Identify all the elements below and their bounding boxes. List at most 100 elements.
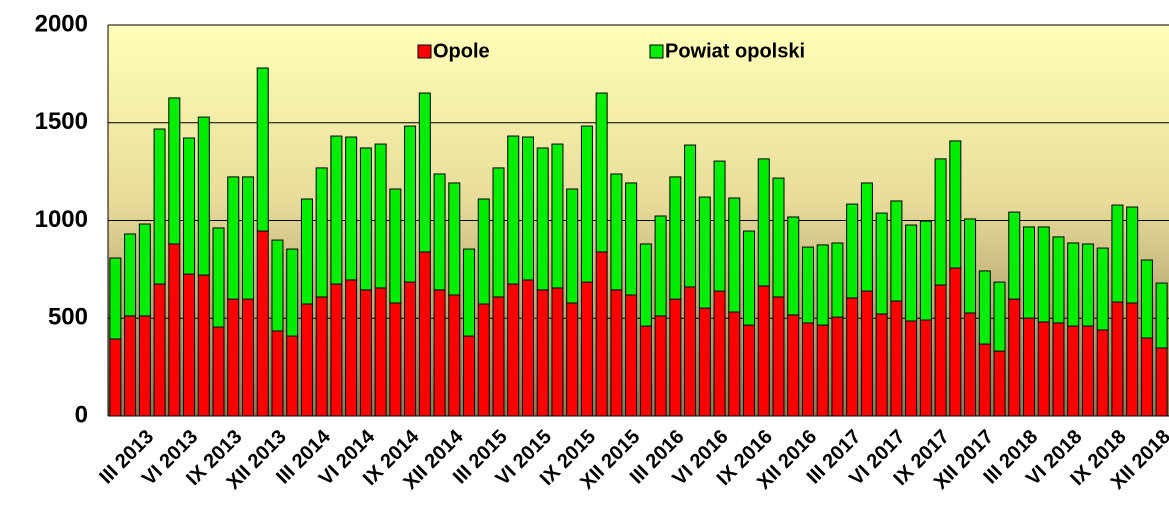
- y-tick-label: 1500: [35, 108, 88, 135]
- bar-segment: [1067, 325, 1080, 417]
- bar-segment: [404, 281, 417, 417]
- bar-segment: [153, 283, 166, 417]
- bar-segment: [757, 158, 770, 287]
- bar-segment: [271, 239, 284, 332]
- bar-segment: [492, 167, 505, 298]
- bar-segment: [463, 248, 476, 337]
- bar-segment: [949, 267, 962, 417]
- bar-segment: [1140, 337, 1153, 417]
- bar-segment: [919, 319, 932, 417]
- bar-segment: [374, 287, 387, 417]
- bar-segment: [639, 243, 652, 327]
- bar-segment: [595, 251, 608, 417]
- bar-segment: [772, 296, 785, 417]
- bar-segment: [124, 315, 137, 417]
- bar-segment: [551, 143, 564, 289]
- bar-segment: [978, 343, 991, 417]
- bar-segment: [1111, 204, 1124, 303]
- y-tick-label: 2000: [35, 10, 88, 37]
- bar-segment: [1023, 317, 1036, 417]
- bar-segment: [801, 322, 814, 417]
- bar-segment: [1008, 298, 1021, 417]
- bar-segment: [374, 143, 387, 289]
- bar-segment: [124, 233, 137, 317]
- bar-segment: [625, 294, 638, 417]
- bar-segment: [728, 197, 741, 313]
- bar-segment: [389, 188, 402, 304]
- bar-segment: [610, 173, 623, 291]
- bar-segment: [831, 316, 844, 417]
- bar-segment: [359, 147, 372, 291]
- bar-segment: [241, 176, 254, 300]
- bar-segment: [978, 270, 991, 345]
- bar-segment: [521, 279, 534, 417]
- bar-segment: [1155, 282, 1168, 349]
- bar-segment: [109, 338, 122, 417]
- bar-segment: [286, 248, 299, 337]
- bar-segment: [801, 246, 814, 324]
- bar-segment: [669, 176, 682, 300]
- bar-segment: [521, 136, 534, 281]
- bar-segment: [433, 173, 446, 291]
- bar-segment: [1155, 347, 1168, 417]
- bar-segment: [772, 177, 785, 298]
- bar-segment: [816, 324, 829, 417]
- bar-segment: [595, 92, 608, 253]
- y-tick-label: 0: [75, 401, 88, 428]
- y-tick-label: 500: [48, 304, 88, 331]
- bar-segment: [300, 303, 313, 417]
- bar-segment: [168, 243, 181, 417]
- bar-segment: [330, 283, 343, 417]
- bar-segment: [698, 307, 711, 417]
- bar-segment: [404, 125, 417, 283]
- bar-segment: [183, 137, 196, 275]
- bar-segment: [1008, 211, 1021, 300]
- bar-segment: [905, 320, 918, 417]
- bar-segment: [197, 116, 210, 276]
- bar-segment: [1067, 242, 1080, 327]
- bar-segment: [787, 314, 800, 417]
- bar-segment: [168, 97, 181, 245]
- bar-segment: [1052, 236, 1065, 324]
- bar-segment: [109, 257, 122, 340]
- bar-segment: [698, 196, 711, 309]
- bar-segment: [831, 242, 844, 318]
- bar-segment: [433, 289, 446, 417]
- bar-segment: [669, 298, 682, 417]
- bar-segment: [330, 135, 343, 285]
- y-tick-label: 1000: [35, 206, 88, 233]
- bar-segment: [566, 188, 579, 304]
- bar-segment: [418, 92, 431, 253]
- bar-segment: [566, 302, 579, 417]
- bar-segment: [1126, 302, 1139, 417]
- legend-label: Powiat opolski: [665, 40, 805, 62]
- bar-segment: [197, 274, 210, 417]
- bar-segment: [507, 283, 520, 417]
- bar-segment: [300, 198, 313, 305]
- bar-segment: [919, 220, 932, 321]
- bar-segment: [1081, 325, 1094, 417]
- bar-segment: [787, 216, 800, 316]
- bar-segment: [345, 279, 358, 417]
- bar-segment: [713, 160, 726, 292]
- bar-segment: [256, 67, 269, 232]
- bar-segment: [1126, 206, 1139, 304]
- bar-segment: [256, 230, 269, 417]
- bar-segment: [138, 315, 151, 417]
- bar-segment: [890, 200, 903, 302]
- bar-segment: [875, 313, 888, 417]
- bar-segment: [1140, 259, 1153, 339]
- bar-segment: [536, 147, 549, 291]
- bar-segment: [1023, 226, 1036, 319]
- bar-segment: [448, 294, 461, 417]
- bar-segment: [934, 284, 947, 417]
- bar-segment: [212, 326, 225, 417]
- bar-segment: [286, 335, 299, 417]
- bar-segment: [654, 215, 667, 317]
- legend-swatch: [417, 44, 432, 59]
- legend-swatch: [649, 44, 664, 59]
- bar-segment: [964, 218, 977, 314]
- bar-segment: [1037, 226, 1050, 323]
- bar-segment: [507, 135, 520, 285]
- bar-segment: [993, 350, 1006, 417]
